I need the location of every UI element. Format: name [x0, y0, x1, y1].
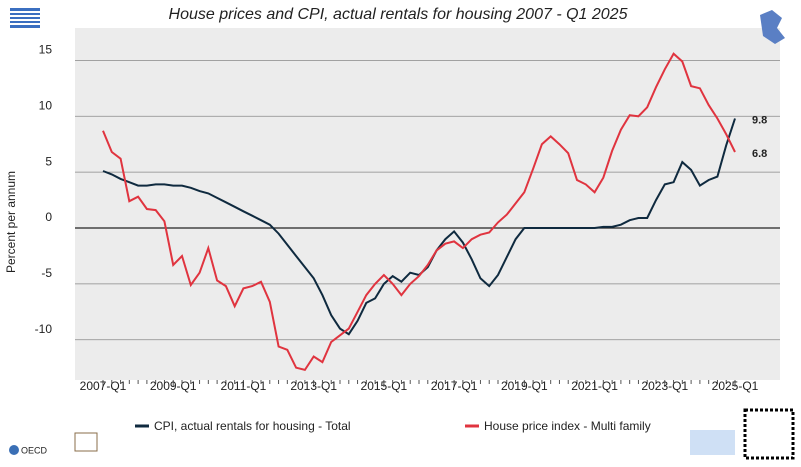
- qr-code: [743, 408, 795, 460]
- plot-area: [75, 28, 780, 380]
- x-tick-label: 2025-Q1: [712, 379, 759, 393]
- series-line: [102, 52, 736, 372]
- logo: [9, 445, 19, 455]
- x-tick-label: 2009-Q1: [150, 379, 197, 393]
- y-tick-label: 0: [45, 210, 52, 224]
- y-tick-label: 10: [39, 98, 53, 112]
- x-tick-label: 2013-Q1: [290, 379, 337, 393]
- y-tick-label: -10: [35, 322, 53, 336]
- legend-label: House price index - Multi family: [484, 419, 651, 433]
- end-label: 6.8: [752, 148, 767, 160]
- y-tick-label: 5: [45, 154, 52, 168]
- end-label: 9.8: [752, 114, 767, 126]
- logo-text: OECD: [21, 445, 48, 455]
- y-tick-label: -5: [41, 266, 52, 280]
- rent-icon: [74, 432, 98, 452]
- x-tick-label: 2021-Q1: [571, 379, 618, 393]
- y-axis-label: Percent per annum: [4, 171, 18, 273]
- y-tick-label: 15: [39, 43, 53, 57]
- x-tick-label: 2015-Q1: [361, 379, 408, 393]
- flag: [10, 8, 40, 28]
- x-tick-label: 2023-Q1: [641, 379, 688, 393]
- x-tick-label: 2007-Q1: [80, 379, 127, 393]
- decor-icon: [690, 430, 735, 455]
- chart-title: House prices and CPI, actual rentals for…: [169, 6, 628, 23]
- legend-label: CPI, actual rentals for housing - Total: [154, 419, 351, 433]
- x-tick-label: 2011-Q1: [221, 379, 267, 393]
- x-tick-label: 2017-Q1: [431, 379, 478, 393]
- x-tick-label: 2019-Q1: [501, 379, 548, 393]
- map-icon: [760, 10, 785, 44]
